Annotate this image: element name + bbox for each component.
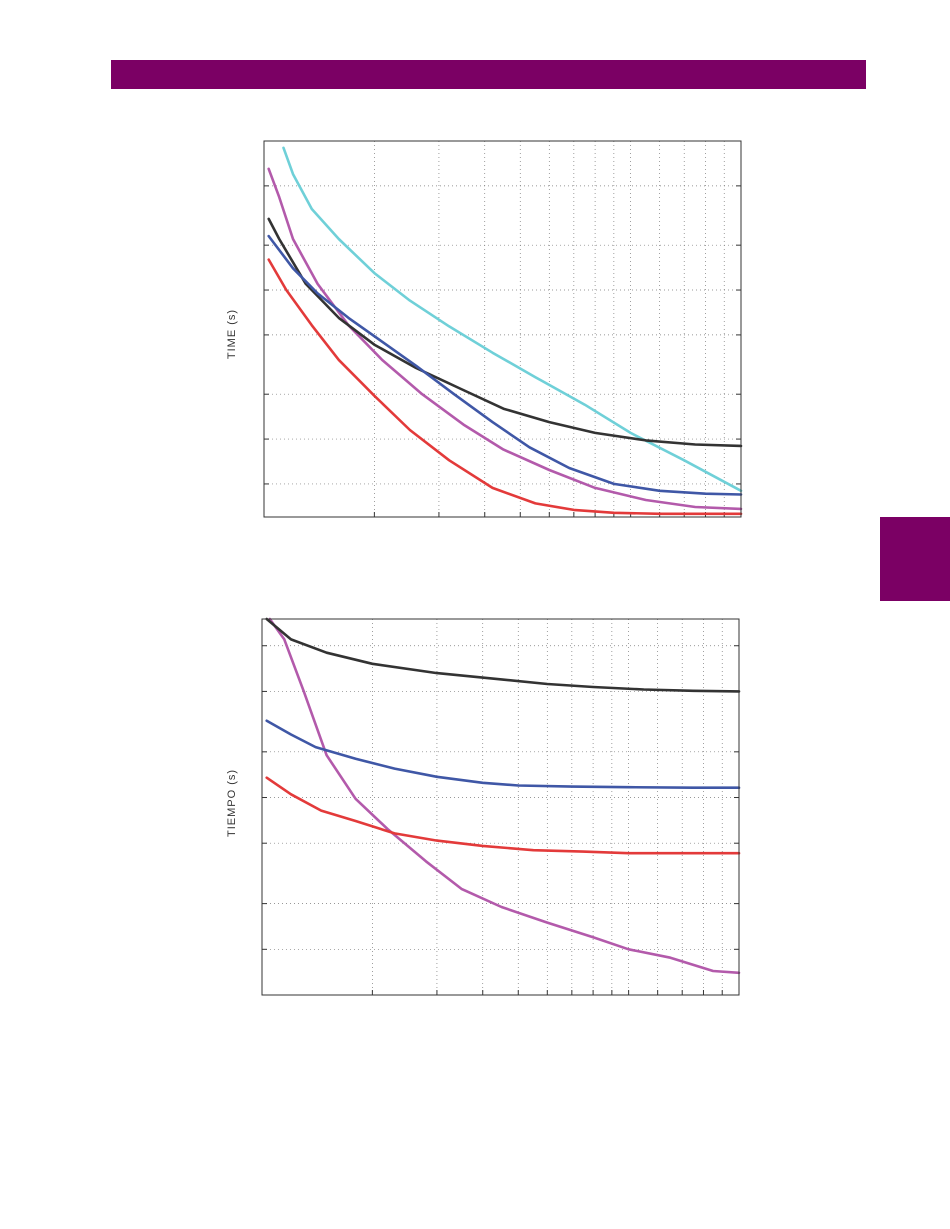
bottom-series-magenta-line [268,617,741,975]
top-series-cyan-line [282,146,743,493]
time-curve-chart-bottom [261,617,741,996]
chapter-tab [880,517,950,601]
bottom-grid [262,619,739,995]
bottom-plot-frame [261,618,740,996]
bottom-series-blue-line [265,719,741,789]
top-series-red-line [267,258,743,516]
top-series-magenta-line [267,167,743,511]
header-bar [111,60,866,89]
bottom-series-red-line [265,776,741,855]
top-series-blue-line [267,234,743,496]
top-plot-frame [263,140,742,518]
top-series-black-line [267,217,743,448]
y-axis-label-top: TIME (s) [226,308,238,360]
y-axis-label-bottom: TIEMPO (s) [226,768,238,838]
bottom-series-black-line [265,617,741,693]
time-curve-chart-top [263,140,743,518]
top-grid [264,141,741,517]
